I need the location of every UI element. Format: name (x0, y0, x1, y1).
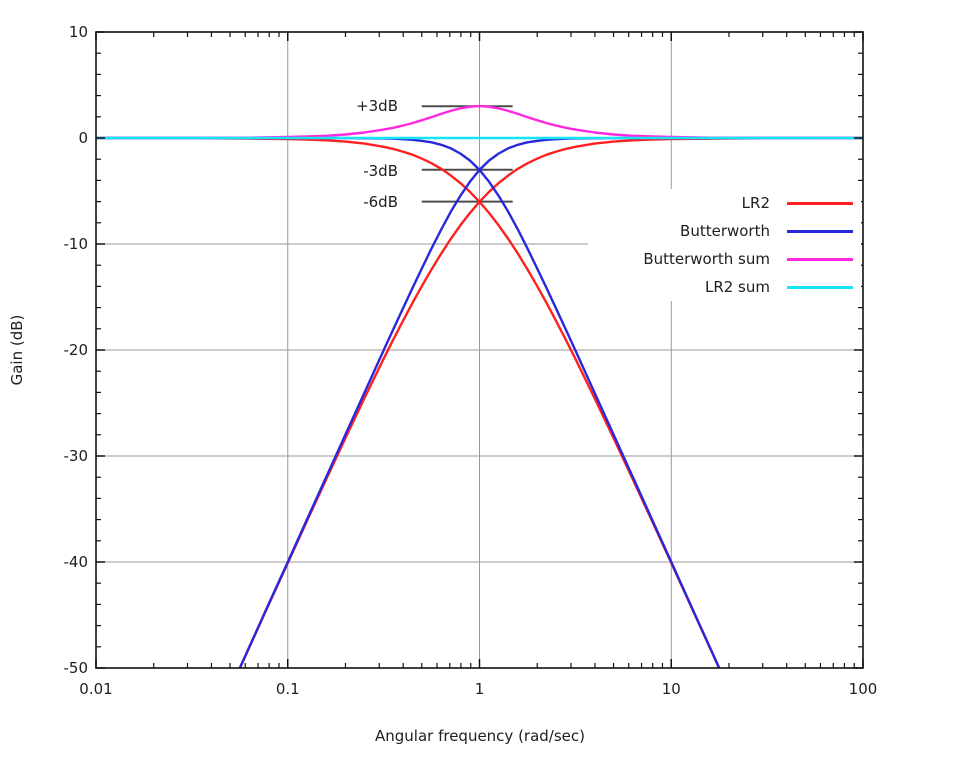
legend-label: LR2 sum (704, 278, 770, 296)
annotation-label-minus-3db: -3dB (363, 162, 398, 180)
legend-label: Butterworth sum (643, 250, 770, 268)
y-tick-label: 0 (78, 129, 88, 147)
curve-lr2-lowpass (96, 136, 721, 668)
y-tick-label: -30 (63, 447, 89, 465)
curves (96, 104, 863, 668)
curve-butterworth-sum (96, 104, 863, 140)
legend-item-butterworth-sum: Butterworth sum (588, 245, 861, 273)
y-tick-label: -10 (63, 235, 89, 253)
legend: LR2 Butterworth Butterworth sum LR2 sum (588, 189, 861, 301)
legend-label: LR2 (741, 194, 770, 212)
legend-item-butterworth: Butterworth (588, 217, 861, 245)
x-tick-label: 1 (474, 680, 485, 698)
x-tick-label: 0.01 (79, 680, 113, 698)
legend-line-swatch (787, 229, 853, 233)
legend-line-swatch (787, 257, 853, 261)
annotation-label-plus-3db: +3dB (356, 97, 398, 115)
x-axis-title: Angular frequency (rad/sec) (374, 727, 586, 745)
y-tick-label: 10 (68, 23, 88, 41)
y-tick-label: -20 (63, 341, 89, 359)
legend-item-lr2: LR2 (588, 189, 861, 217)
annotation-label-minus-6db: -6dB (363, 193, 398, 211)
curve-lr2-highpass (238, 136, 863, 668)
x-tick-label: 0.1 (275, 680, 300, 698)
legend-line-swatch (787, 201, 853, 205)
x-tick-label: 10 (661, 680, 681, 698)
x-tick-label: 100 (848, 680, 878, 698)
legend-item-lr2-sum: LR2 sum (588, 273, 861, 301)
legend-line-swatch (787, 285, 853, 289)
legend-label: Butterworth (680, 222, 770, 240)
y-tick-label: -40 (63, 553, 89, 571)
grid-lines (96, 32, 863, 668)
y-tick-label: -50 (63, 659, 89, 677)
